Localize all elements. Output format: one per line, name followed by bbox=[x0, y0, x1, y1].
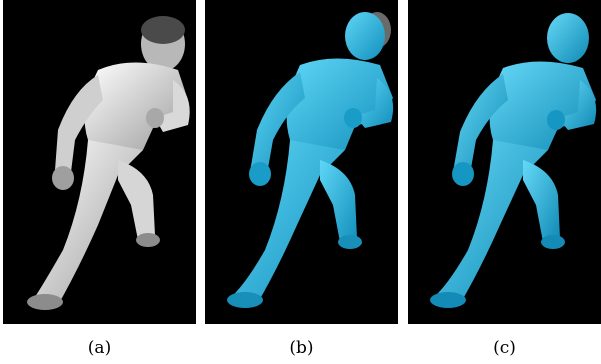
caption-a: (a) bbox=[87, 338, 112, 358]
person-mesh-overlay bbox=[227, 12, 394, 308]
caption-c: (c) bbox=[493, 338, 516, 358]
panel-a-photo bbox=[3, 0, 196, 324]
caption-b: (b) bbox=[289, 338, 314, 358]
person-photo bbox=[27, 16, 190, 310]
panel-c-mesh-only bbox=[408, 0, 601, 324]
person-mesh-only bbox=[430, 13, 597, 308]
panel-b-mesh-overlay bbox=[205, 0, 398, 324]
